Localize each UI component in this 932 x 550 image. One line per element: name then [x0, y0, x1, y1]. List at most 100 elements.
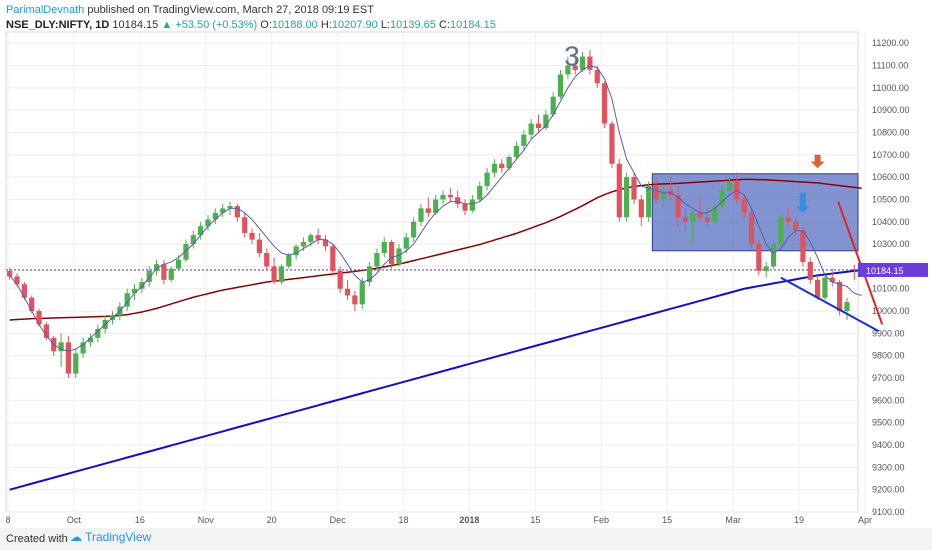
candle-body [374, 253, 380, 267]
y-tick-label: 10900.00 [872, 105, 910, 115]
candle-body [594, 69, 600, 84]
candle-body [521, 134, 527, 146]
ma-long-line [9, 268, 862, 491]
price-chart[interactable]: 11200.00 11100.00 11000.00 10900.00 10800.00… [0, 30, 932, 528]
footer-bar: Created with ☁ TradingView [0, 528, 932, 550]
candle-body [344, 288, 351, 296]
y-tick-label: 9700.00 [872, 373, 905, 383]
close-value: 10184.15 [449, 19, 496, 31]
candle-body [704, 217, 711, 222]
candle-body [425, 208, 431, 213]
candle-body [646, 186, 652, 218]
candle-body [58, 342, 64, 352]
x-tick-label: 15 [662, 515, 672, 525]
candle-body [7, 270, 13, 277]
x-tick-label: Nov [198, 515, 215, 525]
candle-body [366, 266, 373, 283]
candle-body [763, 266, 769, 271]
red-arrow-icon [810, 154, 825, 169]
candle-body [837, 282, 843, 312]
candle-body [785, 217, 791, 222]
y-tick-label: 10300.00 [872, 239, 910, 249]
candle-body [719, 190, 725, 207]
candle-body [726, 181, 733, 191]
y-tick-label: 9100.00 [872, 507, 905, 517]
candle-body [139, 282, 145, 289]
y-tick-label: 9300.00 [872, 462, 905, 472]
y-tick-label: 10800.00 [872, 127, 910, 137]
candle-body [579, 56, 586, 70]
x-tick-label: 2018 [459, 515, 479, 525]
y-tick-label: 10000.00 [872, 306, 910, 316]
y-tick-label: 11200.00 [872, 38, 909, 48]
candle-body [381, 241, 387, 254]
x-tick-label: Oct [67, 515, 82, 525]
candle-body [829, 277, 835, 283]
candle-body [631, 177, 637, 200]
candle-body [770, 244, 777, 267]
y-tick-label: 10600.00 [872, 172, 910, 182]
author-link[interactable]: ParimalDevnath [6, 4, 85, 16]
y-tick-label: 10500.00 [872, 194, 910, 204]
x-tick-label: Feb [594, 515, 610, 525]
open-label: O: [260, 19, 272, 31]
x-tick-label: 8 [5, 515, 10, 525]
y-tick-label: 11100.00 [872, 60, 908, 70]
candle-body [550, 96, 556, 115]
high-label: H: [320, 19, 332, 31]
y-tick-label: 9600.00 [872, 395, 905, 405]
candle-body [146, 270, 152, 283]
candle-body [748, 212, 755, 245]
candle-body [528, 123, 534, 135]
candle-body [308, 235, 314, 242]
candle-body [176, 259, 182, 269]
candle-body [800, 230, 806, 262]
candle-body [565, 65, 571, 75]
candle-body [638, 199, 644, 218]
candle-body [455, 197, 461, 204]
candle-body [87, 337, 94, 343]
candle-body [198, 226, 204, 236]
blue-arrow-icon [795, 192, 810, 213]
x-tick-label: 15 [530, 515, 540, 525]
highlight-box [651, 173, 859, 252]
candle-body [433, 199, 439, 213]
x-tick-label: 19 [794, 515, 804, 525]
price-change: ▲ +53.50 (+0.53%) [161, 19, 258, 31]
y-tick-label: 9500.00 [872, 418, 905, 428]
candle-body [602, 83, 608, 124]
y-tick-label: 9900.00 [872, 328, 905, 338]
candle-body [43, 324, 49, 338]
candle-body [587, 56, 593, 70]
publish-info: published on TradingView.com, March 27, … [87, 4, 374, 16]
blue-trendline [780, 276, 880, 333]
candle-body [36, 311, 42, 325]
ma-mid-line [9, 178, 862, 321]
candle-body [440, 194, 446, 200]
candle-body [300, 241, 307, 247]
candle-body [271, 266, 277, 283]
cloud-icon: ☁ [70, 530, 82, 544]
symbol-name: NSE_DLY:NIFTY, 1D [6, 19, 110, 31]
candle-body [73, 353, 79, 374]
candle-body [359, 282, 365, 305]
candle-body [690, 212, 696, 222]
y-tick-label: 10400.00 [872, 217, 910, 227]
candle-body [322, 239, 329, 247]
tradingview-logo-link[interactable]: ☁ TradingView [70, 530, 151, 544]
candle-body [352, 295, 358, 305]
candle-body [557, 74, 564, 97]
high-value: 10207.90 [331, 19, 378, 31]
candle-body [822, 277, 828, 298]
created-with-text: Created with [6, 533, 68, 545]
candle-body [477, 186, 483, 200]
last-price: 10184.15 [112, 19, 159, 31]
candle-body [161, 264, 167, 280]
candle-body [778, 217, 784, 245]
candle-body [249, 232, 255, 240]
candle-body [792, 221, 799, 231]
candle-body [484, 172, 490, 187]
price-label-box [858, 262, 928, 277]
candle-body [227, 206, 233, 209]
x-tick-label: Dec [330, 515, 347, 525]
